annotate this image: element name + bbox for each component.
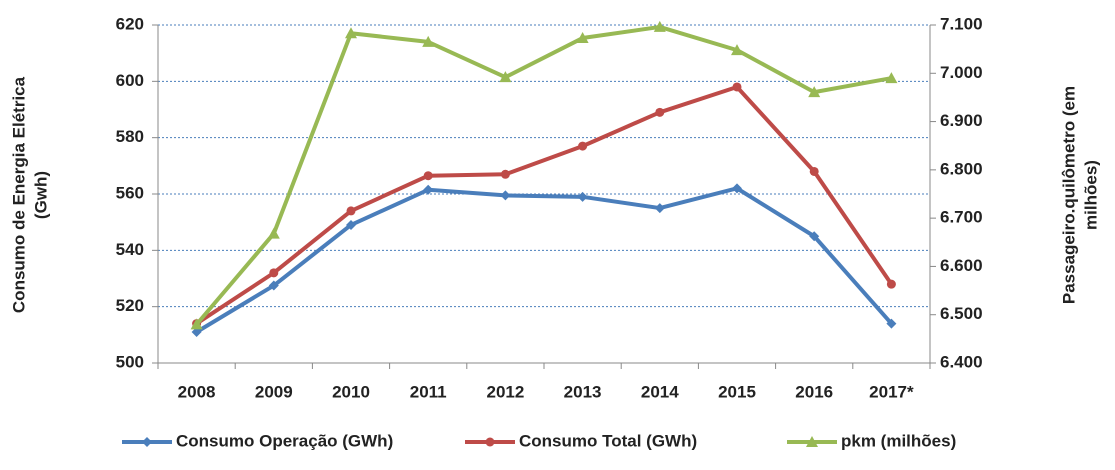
x-tick-label: 2016 [795,382,833,401]
point [578,141,588,151]
point [653,20,666,32]
point [268,280,279,291]
point [191,327,202,338]
point [576,32,589,44]
x-tick-label: 2011 [410,382,447,401]
point [886,279,896,289]
y-tick-label: 540 [116,240,144,259]
point [654,203,665,214]
x-tick-label: 2009 [255,382,293,401]
x-tick-label: 2017* [869,382,914,401]
y-axis-title: Consumo de Energia Elétrica [9,76,28,313]
legend-label: Consumo Operação (GWh) [176,431,393,450]
x-tick-label: 2010 [332,382,370,401]
point [485,437,495,447]
y2-axis-title: Passageiro.quilômetro (em [1059,86,1078,304]
x-tick-label: 2013 [564,382,602,401]
series-line [195,84,894,326]
x-tick-label: 2012 [486,382,524,401]
point [423,184,434,195]
x-tick-label: 2014 [641,382,679,401]
y2-tick-label: 6.500 [940,304,983,323]
point [267,227,280,239]
y2-axis-title: milhões) [1081,160,1100,230]
y-tick-label: 520 [116,296,144,315]
y-axis-title: (Gwh) [31,171,50,219]
y-tick-label: 580 [116,127,144,146]
point [809,166,819,176]
point [809,231,820,242]
point [732,82,742,92]
y2-tick-label: 6.700 [940,208,983,227]
y2-tick-label: 7.100 [940,14,983,33]
point [806,436,818,447]
point [731,44,743,56]
series-line [195,24,892,326]
y-tick-label: 600 [116,71,144,90]
x-tick-label: 2008 [178,382,216,401]
point [142,437,152,447]
point [346,219,356,230]
y-tick-label: 500 [116,352,144,371]
point [885,72,898,84]
point [499,71,512,83]
point [422,35,435,47]
point [500,169,510,179]
y-tick-label: 620 [116,14,144,33]
y-tick-label: 560 [116,183,144,202]
y2-tick-label: 6.400 [940,352,983,371]
y2-tick-label: 7.000 [940,63,983,82]
point [500,190,511,201]
point [346,206,356,216]
series-line [195,186,893,334]
point [732,183,742,194]
point [269,268,279,278]
point [886,318,897,329]
x-tick-label: 2015 [718,382,756,401]
point [808,86,821,98]
y2-tick-label: 6.600 [940,256,983,275]
point [345,27,357,39]
point [190,318,203,330]
y2-tick-label: 6.800 [940,159,983,178]
legend-label: Consumo Total (GWh) [519,431,697,450]
point [655,107,665,117]
point [577,191,588,202]
y2-tick-label: 6.900 [940,111,983,130]
legend-label: pkm (milhões) [841,431,956,450]
point [423,171,433,181]
